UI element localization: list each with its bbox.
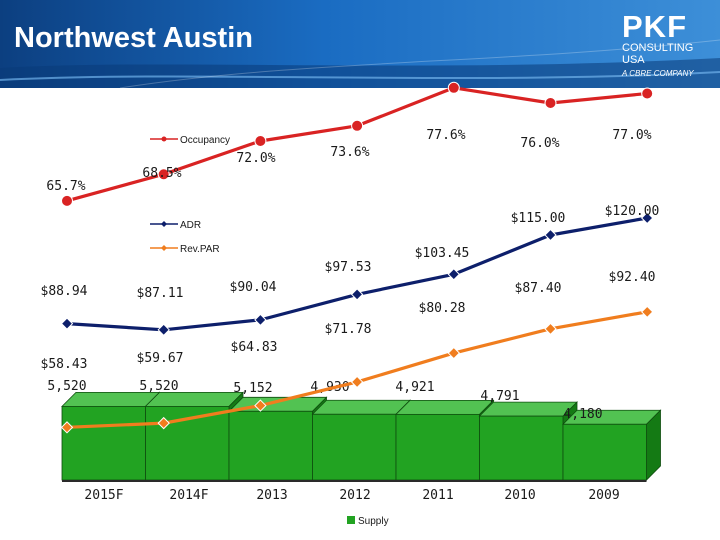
revpar-point xyxy=(447,346,461,360)
revpar-data-label: $80.28 xyxy=(419,301,466,316)
supply-bar-top xyxy=(478,401,578,417)
category-label: 2012 xyxy=(339,488,370,503)
revpar-data-label: $59.67 xyxy=(137,351,184,366)
revpar-point xyxy=(544,322,557,336)
supply-baseline xyxy=(62,480,647,482)
supply-data-label: 5,520 xyxy=(139,379,178,394)
occupancy-point xyxy=(447,81,460,94)
occupancy-data-label: 68.5% xyxy=(142,166,181,181)
occupancy-legend-label: Occupancy xyxy=(180,135,230,146)
occupancy-data-label: 72.0% xyxy=(236,151,275,166)
adr-data-label: $115.00 xyxy=(511,211,566,226)
revpar-point xyxy=(640,305,654,319)
occupancy-point xyxy=(61,194,73,207)
occupancy-point xyxy=(544,97,557,109)
adr-point xyxy=(447,268,461,281)
supply-bar-face xyxy=(61,405,146,481)
page-title: Northwest Austin xyxy=(14,22,253,54)
supply-bar-top xyxy=(61,391,161,407)
occupancy-point xyxy=(641,87,654,100)
supply-bar xyxy=(61,391,161,481)
adr-point xyxy=(350,288,364,301)
occupancy-data-label: 76.0% xyxy=(520,136,559,151)
adr-legend-marker xyxy=(161,221,167,227)
supply-bar xyxy=(144,391,244,481)
occupancy-data-label: 65.7% xyxy=(46,179,85,194)
revpar-legend-marker xyxy=(161,245,167,251)
header-banner: Northwest Austin PKF CONSULTING USA A CB… xyxy=(0,0,720,89)
supply-bar-face xyxy=(562,423,647,481)
supply-bar-face xyxy=(479,415,564,481)
adr-point xyxy=(60,317,74,330)
revpar-data-label: $87.40 xyxy=(515,281,562,296)
adr-point xyxy=(640,211,654,225)
supply-bar-face xyxy=(312,413,397,481)
supply-bar xyxy=(395,399,495,481)
supply-bar-face xyxy=(395,413,480,481)
supply-bar-top xyxy=(311,399,411,415)
supply-data-label: 4,791 xyxy=(480,389,519,404)
adr-data-label: $90.04 xyxy=(230,280,277,295)
adr-data-label: $88.94 xyxy=(41,284,88,299)
supply-legend-label: Supply xyxy=(358,516,389,527)
occupancy-data-label: 77.0% xyxy=(612,128,651,143)
revpar-point xyxy=(157,416,170,430)
adr-legend-label: ADR xyxy=(180,220,201,231)
adr-data-label: $97.53 xyxy=(325,260,372,275)
adr-data-label: $87.11 xyxy=(137,286,184,301)
occupancy-point xyxy=(254,135,267,147)
revpar-data-label: $71.78 xyxy=(325,322,372,337)
category-label: 2011 xyxy=(422,488,453,503)
category-label: 2013 xyxy=(256,488,287,503)
supply-data-label: 5,152 xyxy=(233,381,272,396)
adr-data-label: $103.45 xyxy=(415,246,470,261)
supply-bar xyxy=(562,409,662,481)
supply-bar xyxy=(311,399,411,481)
category-label: 2015F xyxy=(84,488,123,503)
category-label: 2009 xyxy=(588,488,619,503)
revpar-legend-label: Rev.PAR xyxy=(180,244,220,255)
category-label: 2014F xyxy=(169,488,208,503)
supply-data-label: 5,520 xyxy=(47,379,86,394)
revpar-data-label: $64.83 xyxy=(231,340,278,355)
revpar-data-label: $58.43 xyxy=(41,357,88,372)
revpar-point xyxy=(350,375,364,389)
occupancy-point xyxy=(157,168,170,181)
revpar-point xyxy=(254,399,267,412)
adr-point xyxy=(254,313,267,327)
revpar-point xyxy=(60,421,74,434)
supply-bar-top xyxy=(144,391,244,407)
occupancy-point xyxy=(351,119,364,132)
supply-bar xyxy=(478,401,578,481)
supply-legend-swatch xyxy=(347,516,355,524)
company-logo: PKF CONSULTING USA A CBRE COMPANY xyxy=(622,9,694,80)
logo-line-1: CONSULTING xyxy=(622,42,694,54)
supply-bar-face xyxy=(228,410,313,481)
adr-point xyxy=(157,323,170,337)
adr-point xyxy=(544,228,557,242)
supply-data-label: 4,921 xyxy=(395,380,434,395)
adr-data-label: $120.00 xyxy=(605,204,660,219)
revpar-data-label: $92.40 xyxy=(609,270,656,285)
logo-line-2: USA xyxy=(622,54,645,66)
logo-mark: PKF xyxy=(622,9,687,44)
occupancy-data-label: 77.6% xyxy=(426,128,465,143)
occupancy-legend-marker xyxy=(161,136,167,142)
category-label: 2010 xyxy=(504,488,535,503)
supply-data-label: 4,180 xyxy=(563,407,602,422)
header-background xyxy=(0,0,720,89)
logo-tagline: A CBRE COMPANY xyxy=(622,69,694,78)
occupancy-data-label: 73.6% xyxy=(330,145,369,160)
supply-bar-top xyxy=(395,399,495,415)
